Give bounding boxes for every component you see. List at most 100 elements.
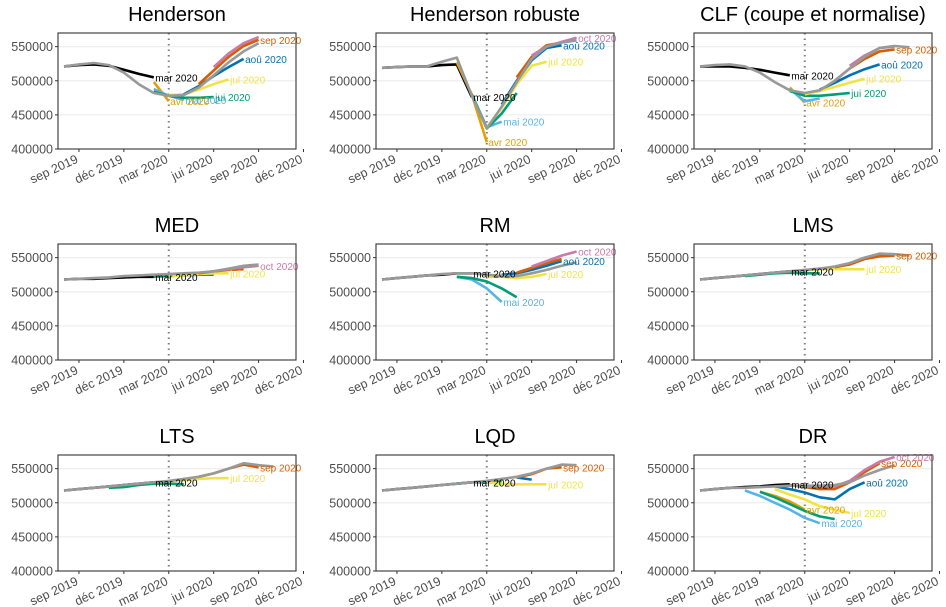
x-tick-label: mar 2020 [434,152,488,187]
y-tick-label: 450000 [329,108,371,122]
y-tick-label: 500000 [329,285,371,299]
x-tick-label: sep 2019 [346,152,399,186]
y-tick-label: 400000 [329,565,371,579]
y-tick-label: 500000 [647,74,689,88]
series-line-final [699,463,895,492]
panel-border [57,32,297,150]
y-tick-label: 500000 [329,496,371,510]
x-tick-label: sep 2020 [207,363,260,397]
x-tick-label: mar 2020 [434,574,488,607]
series-end-label: jul 2020 [547,58,583,69]
panel-border [57,454,297,572]
x-tick-label: sep 2019 [346,574,399,607]
x-tick-label: déc 2019 [709,152,762,186]
x-tick-label: sep 2020 [207,152,260,186]
series-end-label: mar 2020 [791,267,834,278]
panel-title: DR [799,426,828,448]
panel-border [693,243,933,361]
series-end-label: jui 2020 [214,93,250,104]
series-end-label: mar 2020 [155,273,198,284]
series-end-label: jul 2020 [865,265,901,276]
series-end-label: jul 2020 [547,270,583,281]
y-tick-label: 500000 [329,74,371,88]
x-tick-label: sep 2020 [843,363,896,397]
x-tick-label: jui 2020 [168,152,215,184]
x-tick-label: déc 2019 [73,363,126,397]
x-tick-label: déc 2019 [709,363,762,397]
panel-title: MED [155,215,199,237]
series-line-final [63,42,260,98]
series-line-jul [774,487,850,515]
series-end-label: oct 2020 [896,453,935,464]
series-line-final [381,261,577,281]
series-group [699,252,910,281]
y-tick-label: 450000 [11,319,53,333]
x-tick-label: jui 2020 [168,574,215,606]
y-tick-label: 400000 [647,354,689,368]
series-end-label: avr 2020 [170,97,209,108]
y-tick-label: 550000 [647,251,689,265]
series-group [381,36,577,143]
x-tick-label: déc 2020 [570,574,623,607]
y-tick-label: 450000 [647,319,689,333]
y-tick-label: 500000 [11,496,53,510]
series-end-label: mai 2020 [821,519,863,530]
x-tick-label: jui 2020 [486,574,533,606]
x-tick-label: sep 2019 [28,363,81,397]
series-end-label: jul 2020 [850,509,886,520]
series-end-label: mar 2020 [473,93,516,104]
x-tick-label: sep 2020 [843,152,896,186]
series-end-label: aoû 2020 [563,257,605,268]
y-tick-label: 400000 [329,143,371,157]
series-end-label: jul 2020 [865,75,901,86]
x-tick-label: déc 2020 [252,152,305,186]
series-end-label: mai 2020 [185,96,227,107]
x-tick-label: mar 2020 [116,363,170,398]
series-group [381,250,577,303]
series-end-label: mar 2020 [155,73,198,84]
x-tick-label: sep 2019 [28,152,81,186]
x-tick-label: jui 2020 [486,152,533,184]
y-tick-label: 550000 [647,462,689,476]
y-tick-label: 500000 [11,74,53,88]
series-end-label: mar 2020 [791,480,834,491]
panel-border [693,454,933,572]
series-line-final [699,252,910,281]
y-tick-label: 400000 [329,354,371,368]
series-line-final [381,463,577,492]
x-tick-label: mar 2020 [116,574,170,607]
y-tick-label: 400000 [11,143,53,157]
series-end-label: sep 2020 [881,459,923,470]
y-tick-label: 550000 [329,251,371,265]
x-tick-label: déc 2019 [391,574,444,607]
x-tick-label: déc 2020 [888,152,941,186]
x-tick-label: jui 2020 [804,152,851,184]
y-tick-label: 450000 [329,530,371,544]
series-line-jui [108,482,184,490]
series-line-oct [212,35,260,69]
panel-border [375,243,615,361]
series-end-label: sep 2020 [260,36,302,47]
x-tick-label: déc 2019 [391,152,444,186]
series-line-final [381,39,577,130]
x-tick-label: mar 2020 [752,574,806,607]
y-tick-label: 450000 [647,108,689,122]
series-end-label: jul 2020 [229,269,265,280]
panel-border [57,243,297,361]
series-end-label: oct 2020 [260,262,299,273]
panel-clf-coupe-et-normalise: CLF (coupe et normalise) 400000 450000 5000… [647,4,941,187]
series-line-jul [486,481,547,486]
x-tick-label: mar 2020 [116,152,170,187]
y-tick-label: 550000 [329,40,371,54]
series-end-label: jul 2020 [229,75,265,86]
series-line-oct [531,250,577,268]
panel-border [375,454,615,572]
y-tick-label: 450000 [11,108,53,122]
panel-border [693,32,933,150]
series-line-sep [197,38,260,86]
